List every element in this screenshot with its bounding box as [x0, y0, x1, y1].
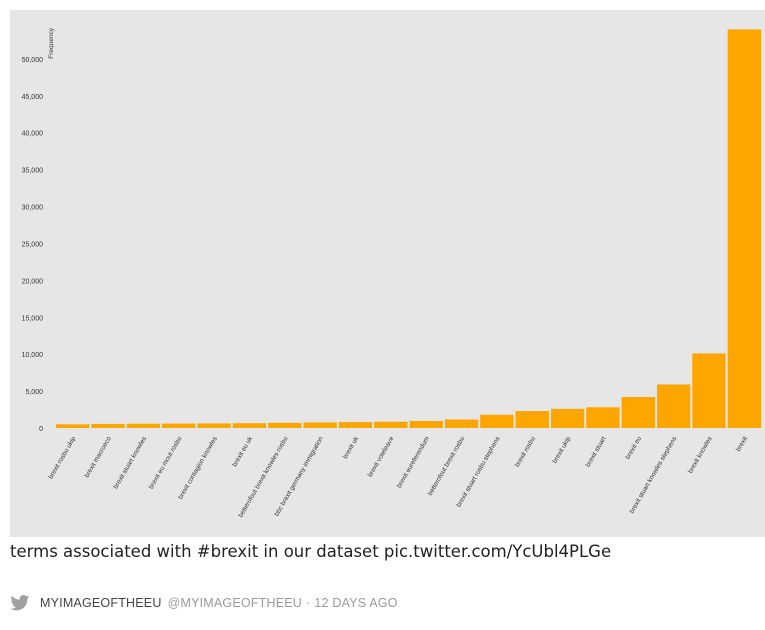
x-tick-label: brexit macroeco: [84, 435, 113, 479]
y-tick-label: 45,000: [22, 94, 44, 101]
y-axis-label: Frequency: [48, 27, 55, 58]
bar-chart: 0 5,000 10,000 15,000 20,000 25,000 30,000 35,0…: [22, 27, 761, 519]
y-tick-label: 40,000: [22, 131, 44, 138]
chart-image[interactable]: 0 5,000 10,000 15,000 20,000 25,000 30,000 35,0…: [10, 10, 765, 537]
author-name[interactable]: MYIMAGEOFTHEEU: [40, 596, 162, 610]
bar: [197, 423, 231, 428]
bar: [692, 353, 726, 428]
y-tick-label: 15,000: [22, 315, 44, 322]
bar: [480, 414, 514, 428]
y-tick-label: 25,000: [22, 241, 44, 248]
x-tick-label: brexit eu uk: [231, 435, 254, 468]
bar: [126, 423, 161, 428]
bar: [586, 407, 620, 428]
bar: [727, 29, 761, 429]
y-tick-label: 50,000: [22, 57, 44, 64]
x-tick-label: betterofout brexit rosbu: [427, 435, 467, 497]
x-tick-label: brexit contagion knowles: [177, 435, 219, 501]
tweet-attribution: MYIMAGEOFTHEEU @MYIMAGEOFTHEEU · 12 DAYS…: [10, 593, 398, 613]
meta-separator: ·: [306, 596, 311, 610]
author-handle[interactable]: @MYIMAGEOFTHEEU: [167, 596, 303, 610]
twitter-bird-icon[interactable]: [10, 595, 30, 611]
y-tick-label: 10,000: [22, 352, 44, 359]
bar: [656, 384, 691, 428]
x-tick-label: brexit eu: [624, 435, 643, 460]
bar: [91, 423, 125, 428]
bar: [232, 423, 267, 428]
bar: [409, 420, 443, 428]
bar: [444, 419, 479, 428]
x-tick-label: brexit knowles: [687, 435, 714, 475]
bar: [374, 421, 408, 428]
bar: [303, 422, 337, 428]
bar: [621, 396, 655, 428]
x-tick-label: brexit voteleave: [367, 435, 396, 478]
y-tick-label: 5,000: [25, 389, 43, 396]
tweet-text[interactable]: terms associated with #brexit in our dat…: [10, 542, 612, 561]
y-tick-label: 35,000: [22, 168, 44, 175]
y-tick-label: 20,000: [22, 278, 44, 285]
bar: [515, 411, 549, 428]
x-tick-label: brexit uk: [342, 435, 361, 460]
x-tick-label: brexit eureferendum: [396, 436, 431, 490]
x-tick-label: brexit stuart: [585, 435, 608, 468]
bar: [550, 408, 585, 428]
x-tick-label: brexit rosbu ukip: [47, 435, 77, 480]
x-tick-label: brexit eu mout rosbu: [148, 435, 184, 490]
x-tick-label: brexit stuart rosbu stephens: [455, 435, 502, 509]
y-tick-label: 30,000: [22, 205, 44, 212]
x-tick-label: brexit: [735, 435, 749, 452]
tweet-timestamp[interactable]: 12 DAYS AGO: [314, 596, 398, 610]
bar: [56, 424, 90, 428]
bar: [162, 423, 196, 428]
y-tick-label: 0: [39, 426, 43, 433]
bar: [338, 422, 373, 428]
x-tick-label: brexit rosbu: [514, 435, 537, 468]
x-tick-label: brexit ukip: [551, 435, 572, 464]
x-tick-label: brexit stuart knowles: [112, 435, 148, 490]
bar: [268, 422, 302, 428]
